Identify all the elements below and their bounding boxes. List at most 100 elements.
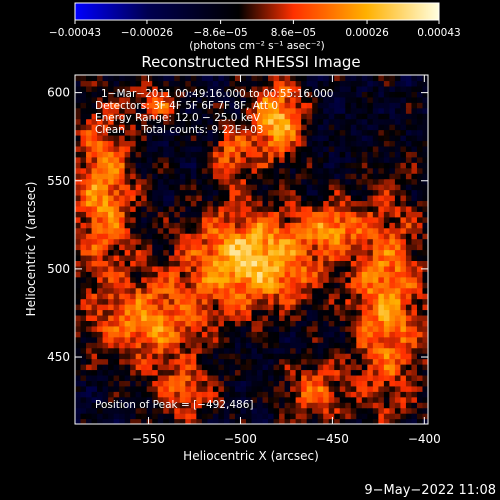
- heatmap-cell: [361, 205, 368, 212]
- heatmap-cell: [146, 124, 153, 131]
- heatmap-cell: [190, 80, 197, 87]
- heatmap-cell: [80, 336, 87, 343]
- heatmap-cell: [245, 282, 253, 289]
- heatmap-cell: [102, 304, 109, 311]
- heatmap-cell: [75, 314, 82, 321]
- heatmap-cell: [135, 407, 142, 414]
- heatmap-cell: [422, 118, 428, 125]
- heatmap-cell: [91, 244, 98, 251]
- heatmap-cell: [301, 173, 308, 180]
- heatmap-cell: [113, 85, 120, 92]
- heatmap-cell: [400, 374, 407, 381]
- y-tick-label: 500: [47, 262, 70, 276]
- heatmap-cell: [124, 184, 131, 191]
- heatmap-cell: [223, 276, 231, 283]
- heatmap-cell: [334, 358, 341, 365]
- heatmap-cell: [102, 145, 109, 152]
- heatmap-cell: [179, 134, 186, 142]
- heatmap-cell: [75, 282, 82, 289]
- heatmap-cell: [383, 113, 390, 120]
- heatmap-cell: [367, 227, 374, 234]
- heatmap-cell: [251, 91, 258, 98]
- heatmap-cell: [146, 391, 153, 398]
- heatmap-cell: [245, 124, 253, 131]
- heatmap-cell: [345, 244, 352, 251]
- heatmap-cell: [157, 309, 164, 316]
- heatmap-cell: [240, 244, 247, 251]
- heatmap-cell: [91, 380, 98, 387]
- heatmap-cell: [234, 238, 242, 245]
- heatmap-cell: [378, 173, 385, 180]
- heatmap-cell: [196, 134, 203, 142]
- heatmap-cell: [268, 254, 275, 261]
- heatmap-cell: [80, 162, 87, 169]
- heatmap-cell: [218, 205, 225, 212]
- heatmap-cell: [416, 167, 424, 174]
- heatmap-cell: [279, 227, 286, 234]
- heatmap-cell: [201, 233, 208, 240]
- heatmap-cell: [163, 396, 170, 403]
- heatmap-cell: [312, 260, 319, 267]
- heatmap-cell: [279, 173, 286, 180]
- heatmap-cell: [350, 151, 357, 158]
- heatmap-cell: [405, 178, 413, 185]
- heatmap-cell: [334, 320, 341, 327]
- heatmap-cell: [328, 118, 335, 125]
- heatmap-cell: [157, 173, 164, 180]
- heatmap-cell: [185, 271, 192, 278]
- heatmap-cell: [328, 364, 335, 371]
- heatmap-cell: [257, 233, 264, 240]
- heatmap-cell: [312, 140, 319, 147]
- heatmap-cell: [207, 216, 214, 223]
- heatmap-cell: [350, 249, 357, 256]
- heatmap-cell: [190, 298, 197, 305]
- heatmap-cell: [207, 276, 214, 283]
- heatmap-cell: [212, 124, 220, 131]
- heatmap-cell: [273, 385, 280, 392]
- heatmap-cell: [119, 369, 126, 376]
- heatmap-cell: [130, 402, 137, 409]
- heatmap-cell: [229, 107, 236, 114]
- heatmap-cell: [345, 342, 352, 349]
- heatmap-cell: [284, 374, 291, 381]
- heatmap-cell: [312, 205, 319, 212]
- heatmap-cell: [317, 211, 324, 218]
- heatmap-cell: [108, 211, 115, 218]
- heatmap-cell: [334, 140, 341, 147]
- heatmap-cell: [367, 265, 374, 272]
- heatmap-cell: [301, 194, 308, 202]
- heatmap-cell: [108, 129, 115, 136]
- heatmap-cell: [400, 287, 407, 294]
- heatmap-cell: [201, 156, 208, 163]
- heatmap-cell: [284, 205, 291, 212]
- heatmap-cell: [328, 244, 335, 251]
- heatmap-cell: [185, 134, 192, 142]
- heatmap-cell: [196, 178, 203, 185]
- heatmap-cell: [273, 80, 280, 87]
- heatmap-cell: [257, 107, 264, 114]
- heatmap-cell: [207, 331, 214, 338]
- heatmap-cell: [212, 216, 220, 223]
- heatmap-cell: [312, 167, 319, 174]
- heatmap-cell: [80, 391, 87, 398]
- heatmap-cell: [317, 107, 324, 114]
- heatmap-cell: [339, 211, 346, 218]
- heatmap-cell: [389, 298, 396, 305]
- heatmap-cell: [124, 249, 131, 256]
- heatmap-cell: [190, 369, 197, 376]
- heatmap-cell: [372, 145, 379, 152]
- heatmap-cell: [86, 396, 93, 403]
- heatmap-cell: [207, 145, 214, 152]
- heatmap-cell: [102, 222, 109, 229]
- heatmap-cell: [279, 124, 286, 131]
- heatmap-cell: [207, 249, 214, 256]
- heatmap-cell: [163, 260, 170, 267]
- heatmap-cell: [196, 211, 203, 218]
- heatmap-cell: [356, 418, 363, 424]
- heatmap-cell: [207, 156, 214, 163]
- heatmap-cell: [234, 80, 242, 87]
- heatmap-cell: [323, 85, 330, 92]
- heatmap-cell: [378, 129, 385, 136]
- heatmap-cell: [350, 75, 357, 82]
- heatmap-cell: [91, 162, 98, 169]
